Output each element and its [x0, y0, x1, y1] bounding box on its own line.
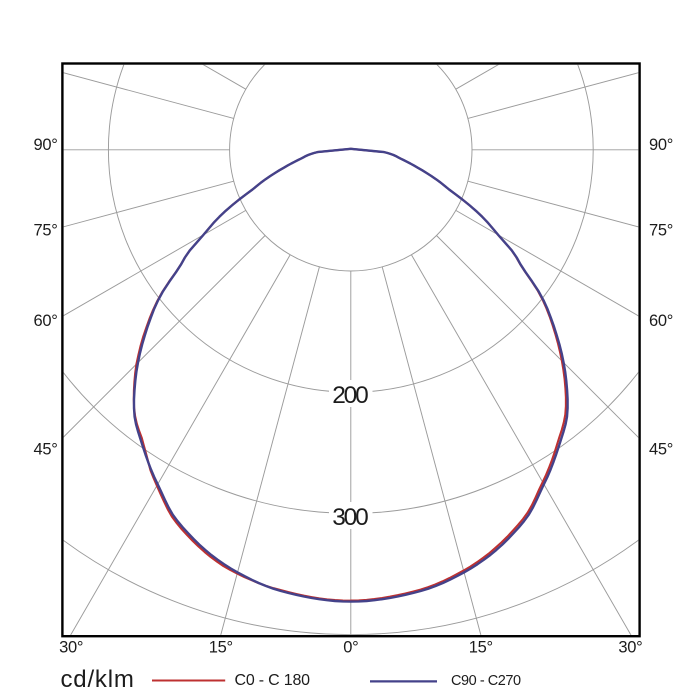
svg-text:60°: 60°: [33, 312, 57, 330]
svg-text:75°: 75°: [33, 222, 57, 240]
svg-text:C90 - C270: C90 - C270: [451, 673, 521, 689]
svg-text:15°: 15°: [209, 639, 233, 657]
svg-text:15°: 15°: [469, 639, 493, 657]
svg-text:200: 200: [332, 382, 369, 409]
svg-text:90°: 90°: [649, 136, 673, 154]
svg-text:60°: 60°: [649, 312, 673, 330]
svg-text:300: 300: [332, 504, 369, 531]
svg-text:90°: 90°: [33, 136, 57, 154]
svg-text:C0 - C 180: C0 - C 180: [235, 672, 311, 689]
svg-text:75°: 75°: [649, 222, 673, 240]
svg-text:cd/klm: cd/klm: [61, 666, 135, 693]
svg-text:45°: 45°: [33, 440, 57, 458]
svg-text:30°: 30°: [618, 639, 642, 657]
svg-text:0°: 0°: [343, 639, 358, 657]
svg-text:30°: 30°: [59, 639, 83, 657]
svg-text:45°: 45°: [649, 440, 673, 458]
